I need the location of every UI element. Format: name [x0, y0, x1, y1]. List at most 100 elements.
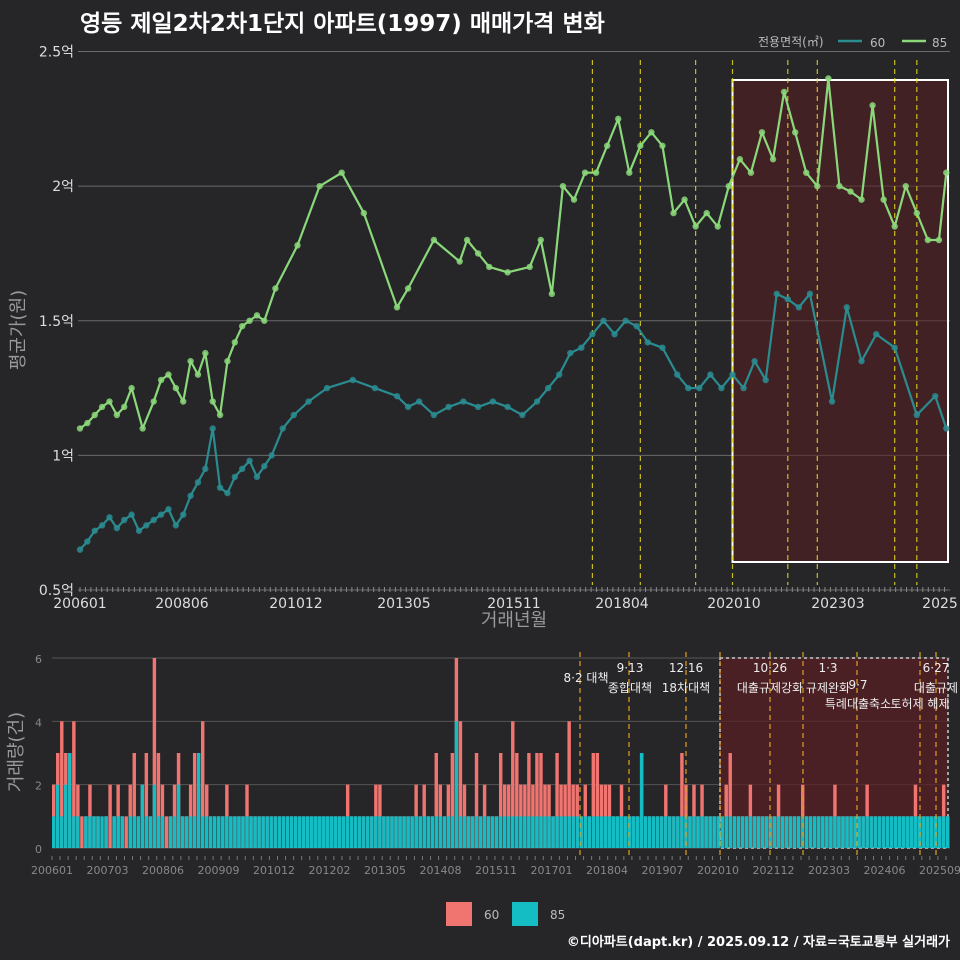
volume-bars: [52, 658, 950, 848]
series-85-point: [474, 250, 482, 257]
bar-85: [845, 816, 849, 848]
bar-60: [164, 816, 169, 848]
highlight-period-box: [731, 79, 949, 563]
series-85-point: [187, 357, 194, 365]
x-tick-label-bottom: 202303: [808, 864, 850, 877]
series-60-point: [589, 331, 596, 338]
bar-60: [555, 753, 559, 848]
series-60-point: [231, 473, 239, 481]
series-85-point: [943, 169, 950, 176]
bar-85: [523, 816, 527, 848]
bar-85: [905, 816, 910, 848]
bar-85: [660, 816, 664, 848]
series-60-point: [157, 511, 165, 518]
bar-85: [853, 816, 857, 848]
bar-85: [696, 816, 700, 848]
bar-85: [736, 816, 741, 848]
bar-85: [760, 816, 765, 848]
x-tick-label-bottom: 202112: [753, 864, 795, 877]
bar-60: [527, 753, 531, 848]
bar-85: [273, 816, 277, 848]
series-85-point: [548, 290, 556, 298]
bar-85: [213, 816, 217, 848]
bar-85: [680, 816, 684, 848]
x-tick-label: 201305: [377, 596, 430, 612]
bar-85: [921, 816, 926, 848]
bar-85: [68, 753, 72, 848]
legend-label-60: 60: [870, 36, 885, 50]
bar-85: [378, 816, 382, 848]
series-85-point: [924, 236, 932, 244]
series-85-point: [224, 357, 231, 365]
x-tick-label-bottom: 202010: [697, 864, 739, 877]
bar-85: [152, 784, 157, 848]
x-tick-label: 201804: [595, 596, 649, 612]
bar-85: [438, 816, 443, 848]
bar-85: [64, 784, 68, 848]
series-60: [76, 290, 950, 553]
y-tick-label-bottom: 2: [35, 780, 42, 793]
bar-85: [309, 816, 314, 848]
bar-85: [341, 816, 346, 848]
bar-85: [909, 816, 914, 848]
series-60-point: [600, 317, 607, 324]
bar-85: [414, 816, 418, 848]
y-tick-label: 2.5억: [39, 45, 74, 61]
bar-60: [680, 753, 684, 848]
bar-85: [490, 816, 495, 848]
x-tick-label: 202010: [707, 596, 760, 612]
bar-85: [877, 816, 881, 848]
bar-60: [124, 816, 128, 848]
bar-85: [535, 816, 539, 848]
bar-85: [313, 816, 318, 848]
series-85-point: [559, 182, 567, 190]
series-85-point: [121, 403, 128, 411]
bar-85: [833, 816, 837, 848]
bar-85: [869, 816, 873, 848]
series-60-point: [740, 384, 747, 392]
bar-85: [229, 816, 233, 848]
y-tick-label-bottom: 0: [35, 843, 42, 856]
series-85-point: [626, 169, 633, 176]
bar-85: [498, 816, 503, 848]
series-60-point: [858, 357, 865, 365]
bar-85: [370, 816, 374, 848]
top-x-ticks: 200601 200806 201012 201305 201511 201804 2020…: [53, 587, 958, 612]
policy-annotation: 종합대책: [608, 680, 652, 695]
x-tick-label: 201012: [269, 596, 322, 612]
x-tick-label-bottom: 201907: [642, 864, 684, 877]
bar-60: [474, 753, 479, 848]
bar-60: [511, 721, 515, 848]
bar-85: [821, 816, 825, 848]
series-85-point: [485, 263, 493, 271]
bar-85: [430, 816, 434, 848]
bar-60: [434, 753, 438, 848]
series-60-point: [873, 331, 880, 338]
bar-85: [873, 816, 877, 848]
series-60-point: [784, 296, 791, 303]
bar-85: [482, 816, 487, 848]
bar-85: [672, 816, 676, 848]
bar-85: [221, 816, 225, 848]
x-tick-label: 200806: [155, 596, 209, 612]
bar-85: [225, 816, 229, 848]
series-60-point: [567, 349, 574, 357]
bar-85: [337, 816, 342, 848]
bar-60: [728, 753, 732, 848]
bar-85: [881, 816, 885, 848]
credit-text: ©디아파트(dapt.kr) / 2025.09.12 / 자료=국토교통부 실…: [566, 935, 950, 950]
series-85-point: [463, 236, 471, 244]
series-60-point: [187, 492, 194, 499]
series-60-point: [202, 465, 209, 473]
bar-85: [631, 816, 636, 848]
bar-85: [136, 816, 140, 848]
series-85-point: [935, 236, 943, 244]
series-85-point: [84, 419, 91, 427]
series-85-point: [581, 169, 589, 176]
bar-85: [664, 816, 668, 848]
series-85-point: [659, 142, 666, 149]
x-axis-title: 거래년월: [481, 610, 547, 631]
y-axis-title-bottom: 거래량(건): [6, 712, 27, 792]
series-85-point: [902, 182, 909, 190]
bar-85: [349, 816, 354, 848]
